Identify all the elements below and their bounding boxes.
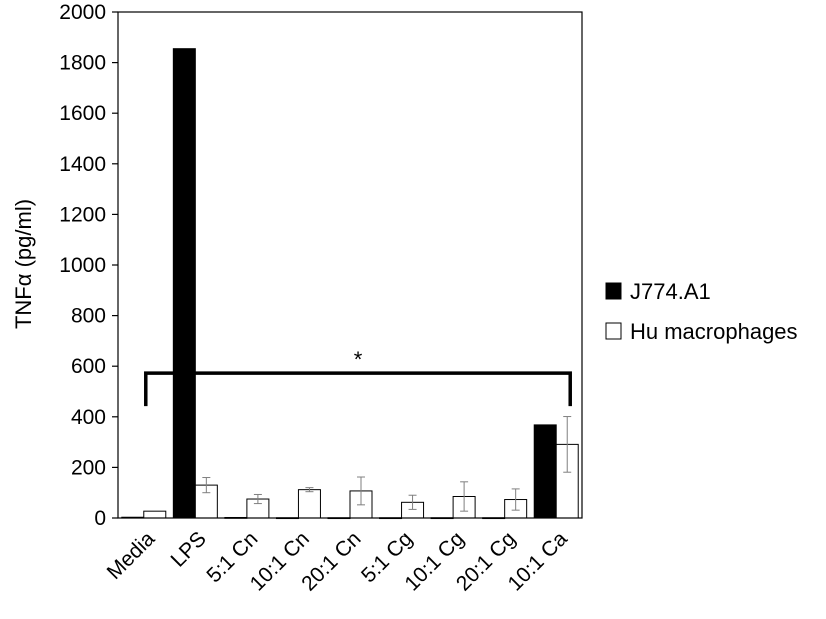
y-tick-label: 1400 <box>59 153 106 176</box>
y-tick-label: 200 <box>71 456 106 479</box>
legend-label: J774.A1 <box>630 279 711 304</box>
plot-area-border <box>117 11 583 519</box>
legend: J774.A1 Hu macrophages <box>605 279 798 344</box>
legend-label: Hu macrophages <box>630 319 798 344</box>
significance-bracket <box>144 371 572 407</box>
bar-hu-macrophages-0 <box>143 510 167 519</box>
significance-annotation: * <box>144 347 572 407</box>
y-tick-label: 2000 <box>59 1 106 24</box>
y-axis-ticks: 0 200 400 600 800 1000 1200 1400 1600 1800 2000 <box>59 1 118 530</box>
bar-j774a1-1 <box>172 48 196 519</box>
significance-star: * <box>354 347 363 372</box>
y-tick-label: 800 <box>71 305 106 328</box>
y-tick-label: 0 <box>94 507 106 530</box>
legend-swatch <box>605 322 622 340</box>
bar-hu-macrophages-3 <box>297 489 321 519</box>
y-tick-label: 600 <box>71 355 106 378</box>
y-tick-label: 1000 <box>59 254 106 277</box>
y-tick-label: 400 <box>71 406 106 429</box>
bar-j774a1-8 <box>533 424 557 519</box>
y-tick-label: 1800 <box>59 52 106 75</box>
y-tick-label: 1600 <box>59 102 106 125</box>
bars <box>121 48 579 520</box>
axes <box>117 11 583 519</box>
error-bars <box>202 416 572 512</box>
x-category-label: Media <box>103 527 160 584</box>
x-category-label: LPS <box>167 527 211 571</box>
legend-swatch <box>605 282 622 300</box>
y-tick-label: 1200 <box>59 203 106 226</box>
y-axis-label: TNFα (pg/ml) <box>11 199 36 329</box>
